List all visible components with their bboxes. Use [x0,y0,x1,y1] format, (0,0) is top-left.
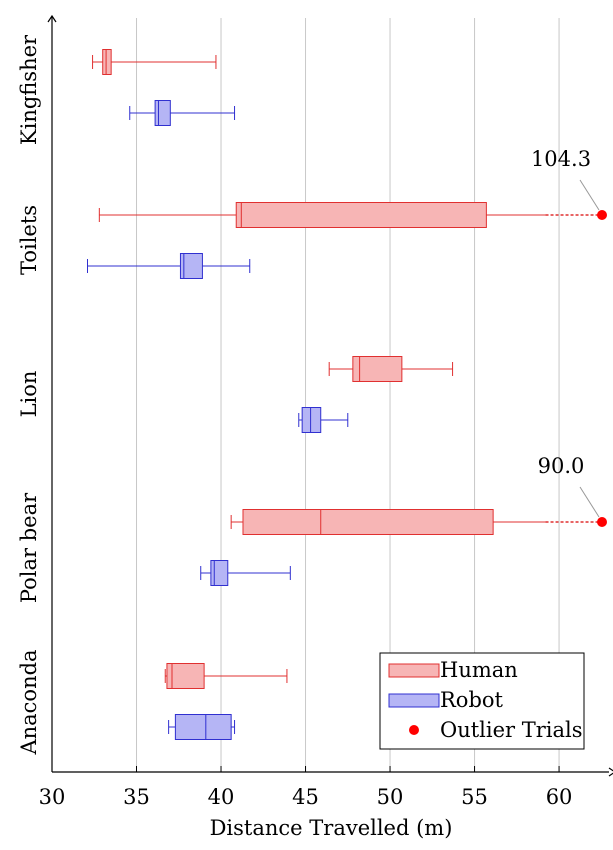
legend-label: Robot [440,688,504,712]
outlier-leader-line [579,486,600,518]
outlier-label: 104.3 [531,147,591,171]
box-robot-kingfisher [129,100,236,126]
category-labels: Kingfisher Toilets Lion Polar bear Anaconda [17,34,41,756]
legend-swatch [388,663,440,678]
legend-label: Outlier Trials [440,718,583,742]
category-label: Toilets [17,205,41,275]
box-iqr [352,356,403,382]
box-iqr [166,663,205,689]
legend: Human Robot Outlier Trials [379,652,585,750]
box-human-polar-bear [230,509,607,535]
box-robot-lion [298,407,349,433]
x-tick-label: 35 [123,785,150,809]
box-iqr [210,560,229,586]
box-robot-polar-bear [200,560,291,586]
outlier-leader-line [579,179,600,211]
x-tick-label: 60 [546,785,573,809]
category-label: Anaconda [17,649,41,755]
box-iqr [242,509,494,535]
outlier-label: 90.0 [538,454,585,478]
category-label: Polar bear [17,492,41,603]
box-robot-toilets [86,253,251,279]
box-human-lion [328,356,454,382]
legend-dot [409,725,419,735]
box-robot-anaconda [168,714,236,740]
x-tick-label: 40 [208,785,235,809]
box-iqr [301,407,322,433]
box-iqr [235,202,487,228]
x-tick-label: 55 [461,785,488,809]
x-axis-label: Distance Travelled (m) [210,816,453,840]
x-tick-label: 45 [292,785,319,809]
outlier-marker [597,517,607,527]
x-axis-arrow [608,767,613,777]
plot-area: 104.3 90.0 [86,49,607,740]
grid-lines [136,18,560,772]
box-human-kingfisher [92,49,217,75]
legend-swatch [388,693,440,708]
category-label: Kingfisher [17,34,41,145]
box-human-anaconda [164,663,288,689]
box-iqr [179,253,203,279]
category-label: Lion [17,371,41,418]
box-iqr [174,714,232,740]
x-tick-label: 50 [377,785,404,809]
box-human-toilets [98,202,607,228]
box-iqr [154,100,171,126]
axes: 30 35 40 45 50 55 60 [39,14,613,809]
x-tick-label: 30 [39,785,66,809]
outlier-marker [597,210,607,220]
box-iqr [102,49,112,75]
y-axis-arrow [47,14,57,23]
legend-label: Human [440,658,518,682]
